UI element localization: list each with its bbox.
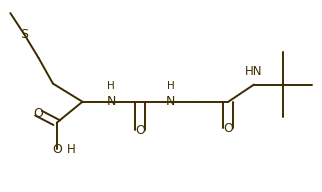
- Text: O: O: [135, 124, 145, 137]
- Text: N: N: [107, 95, 116, 108]
- Text: O: O: [223, 122, 233, 135]
- Text: O: O: [52, 143, 62, 156]
- Text: H: H: [67, 143, 76, 156]
- Text: HN: HN: [245, 65, 263, 78]
- Text: H: H: [108, 80, 115, 90]
- Text: S: S: [20, 27, 28, 41]
- Text: H: H: [167, 80, 175, 90]
- Text: N: N: [166, 95, 175, 108]
- Text: O: O: [33, 107, 43, 120]
